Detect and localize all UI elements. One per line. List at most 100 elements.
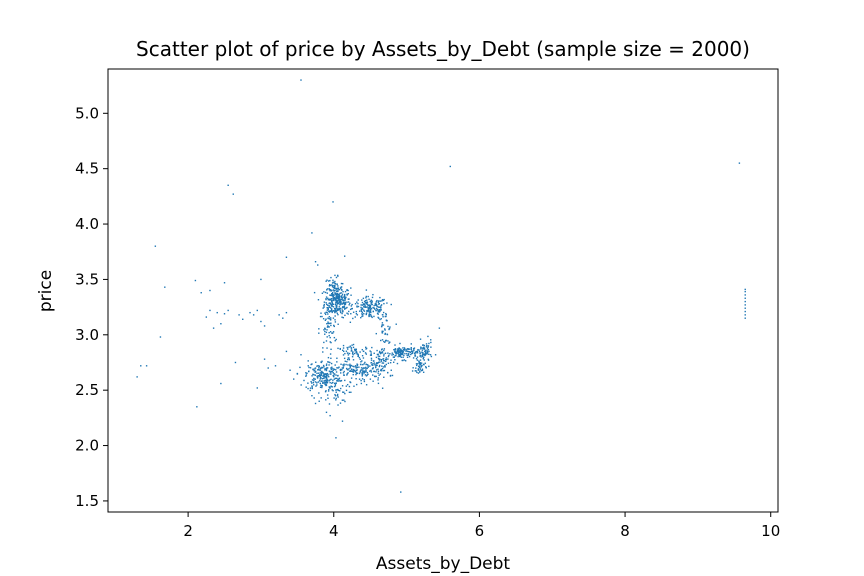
data-point	[330, 357, 332, 360]
data-point	[403, 359, 406, 361]
data-point	[325, 298, 327, 301]
data-point	[340, 286, 342, 289]
data-point	[396, 349, 399, 352]
data-point	[326, 336, 328, 338]
data-point	[426, 349, 428, 351]
data-point	[323, 329, 325, 331]
data-point	[343, 350, 345, 353]
data-point	[331, 292, 334, 295]
data-point	[372, 374, 374, 376]
data-point	[330, 370, 332, 373]
data-point	[327, 280, 330, 282]
data-point	[361, 378, 364, 380]
data-point	[346, 306, 348, 309]
data-point	[368, 313, 371, 316]
data-point	[343, 255, 346, 257]
data-point	[379, 373, 382, 375]
data-point	[366, 299, 368, 301]
data-point	[319, 382, 321, 385]
data-point	[377, 303, 380, 305]
data-point	[336, 300, 339, 303]
data-point	[419, 362, 422, 365]
data-point	[326, 379, 328, 381]
data-point	[410, 346, 412, 349]
data-point	[318, 366, 320, 369]
data-point	[348, 304, 350, 306]
data-point	[380, 349, 383, 351]
data-point	[340, 301, 343, 303]
data-point	[336, 306, 338, 308]
data-point	[337, 290, 339, 293]
data-point	[365, 369, 367, 372]
data-point	[328, 318, 330, 320]
data-point	[361, 313, 364, 316]
data-point	[336, 380, 338, 382]
data-point	[313, 397, 315, 399]
data-point	[407, 354, 410, 356]
data-point	[321, 380, 323, 382]
data-point	[421, 364, 423, 367]
data-point	[363, 372, 365, 374]
data-point	[371, 303, 373, 306]
data-point	[365, 363, 368, 366]
data-point	[346, 360, 348, 363]
data-point	[378, 306, 380, 308]
data-point	[332, 281, 334, 283]
data-point	[381, 330, 383, 333]
data-point	[385, 315, 387, 318]
data-point	[223, 313, 226, 315]
data-point	[361, 355, 364, 357]
data-point	[318, 328, 320, 330]
data-point	[398, 351, 400, 354]
data-point	[340, 287, 342, 290]
data-point	[322, 374, 325, 376]
data-point	[318, 368, 320, 371]
data-point	[342, 347, 345, 349]
data-point	[328, 388, 330, 391]
data-point	[342, 364, 344, 366]
data-point	[399, 355, 402, 357]
data-point	[360, 379, 362, 382]
data-point	[373, 307, 375, 309]
data-point	[377, 301, 380, 304]
data-point	[328, 310, 330, 312]
data-point	[342, 366, 345, 368]
data-point	[320, 373, 323, 375]
data-point	[362, 367, 365, 369]
data-point	[405, 350, 407, 352]
data-point	[350, 377, 353, 379]
data-point	[325, 340, 328, 342]
data-point	[335, 276, 338, 279]
data-point	[305, 372, 307, 374]
data-point	[356, 364, 359, 366]
data-point	[220, 382, 222, 385]
data-point	[327, 326, 329, 328]
data-point	[390, 303, 392, 306]
data-point	[344, 360, 346, 362]
data-point	[407, 353, 410, 355]
data-point	[363, 367, 366, 369]
data-point	[159, 336, 162, 338]
data-point	[340, 363, 342, 365]
data-point	[368, 312, 371, 314]
data-point	[397, 352, 399, 355]
data-point	[334, 321, 337, 323]
data-point	[379, 310, 381, 312]
data-point	[267, 367, 269, 369]
data-point	[390, 359, 392, 361]
data-point	[352, 365, 354, 367]
data-point	[342, 299, 344, 301]
data-point	[209, 289, 211, 292]
data-point	[393, 349, 395, 351]
data-point	[376, 305, 378, 307]
data-point	[378, 311, 381, 313]
data-point	[337, 275, 339, 277]
data-point	[333, 299, 335, 302]
data-point	[326, 382, 328, 384]
data-point	[323, 301, 326, 303]
data-point	[423, 344, 426, 347]
data-point	[328, 289, 331, 291]
data-point	[256, 387, 258, 389]
data-point	[334, 282, 336, 285]
data-point	[370, 359, 373, 361]
